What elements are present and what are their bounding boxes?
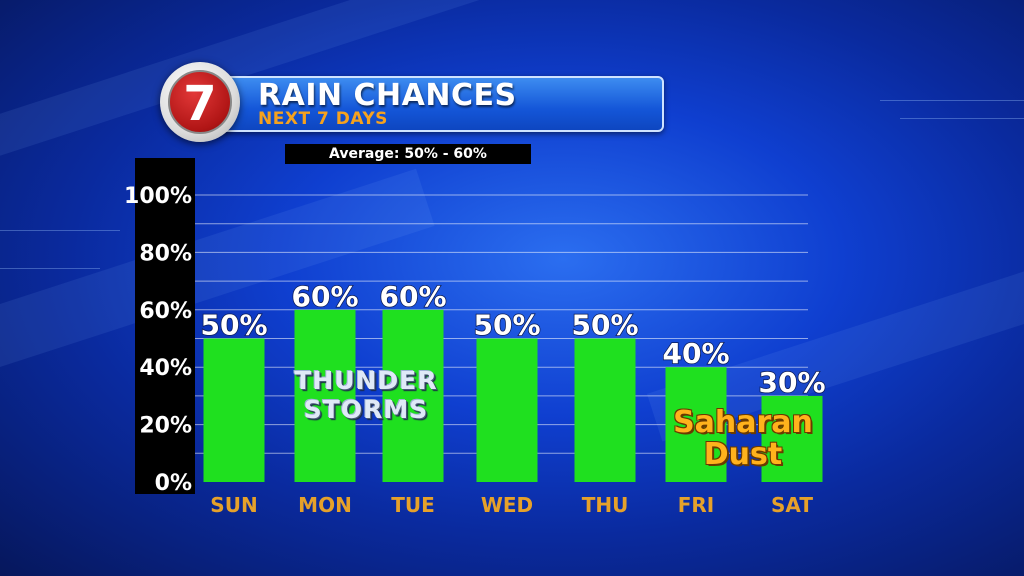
data-label: 50% [473, 309, 540, 342]
data-label: 50% [200, 309, 267, 342]
thunderstorms-annotation: THUNDER STORMS [284, 366, 448, 424]
data-label: 60% [291, 280, 358, 313]
bar-thu [574, 338, 636, 482]
thunderstorms-line-1: THUNDER [294, 366, 438, 395]
chart-subtitle: NEXT 7 DAYS [258, 109, 388, 129]
bar-sun [203, 338, 265, 482]
background-hud-line [880, 100, 1024, 101]
background-hud-line [900, 118, 1024, 119]
data-label: 60% [379, 280, 446, 313]
x-tick-label: SAT [771, 493, 813, 517]
y-axis-panel [135, 158, 195, 494]
saharan-dust-annotation: Saharan Dust [646, 407, 840, 471]
chart-title: RAIN CHANCES [258, 78, 517, 113]
bar-tue [382, 309, 444, 482]
bar-fri [665, 367, 727, 482]
x-tick-label: TUE [391, 493, 435, 517]
title-bar: RAIN CHANCES NEXT 7 DAYS [210, 76, 664, 132]
x-tick-label: FRI [678, 493, 715, 517]
background-hud-line [0, 230, 120, 231]
x-tick-label: WED [481, 493, 533, 517]
bar-mon [294, 309, 356, 482]
bar-wed [476, 338, 538, 482]
bar-sat [761, 395, 823, 482]
y-tick-label: 20% [139, 414, 192, 439]
saharan-dust-line-2: Dust [703, 437, 783, 472]
saharan-dust-line-1: Saharan [673, 405, 813, 440]
x-tick-label: MON [298, 493, 352, 517]
logo-number: 7 [183, 76, 217, 132]
data-label: 30% [758, 366, 825, 399]
data-label: 50% [571, 309, 638, 342]
y-tick-label: 100% [124, 184, 192, 209]
x-tick-label: THU [582, 493, 629, 517]
y-tick-label: 40% [139, 356, 192, 381]
x-tick-label: SUN [210, 493, 257, 517]
channel-7-logo: 7 [160, 62, 240, 142]
logo-red-disc: 7 [168, 70, 232, 134]
thunderstorms-line-2: STORMS [303, 395, 429, 424]
average-label: Average: 50% - 60% [285, 144, 531, 164]
y-tick-label: 60% [139, 299, 192, 324]
y-tick-label: 80% [139, 241, 192, 266]
background-hud-line [0, 268, 100, 269]
data-label: 40% [662, 337, 729, 370]
y-tick-label: 0% [155, 471, 192, 496]
